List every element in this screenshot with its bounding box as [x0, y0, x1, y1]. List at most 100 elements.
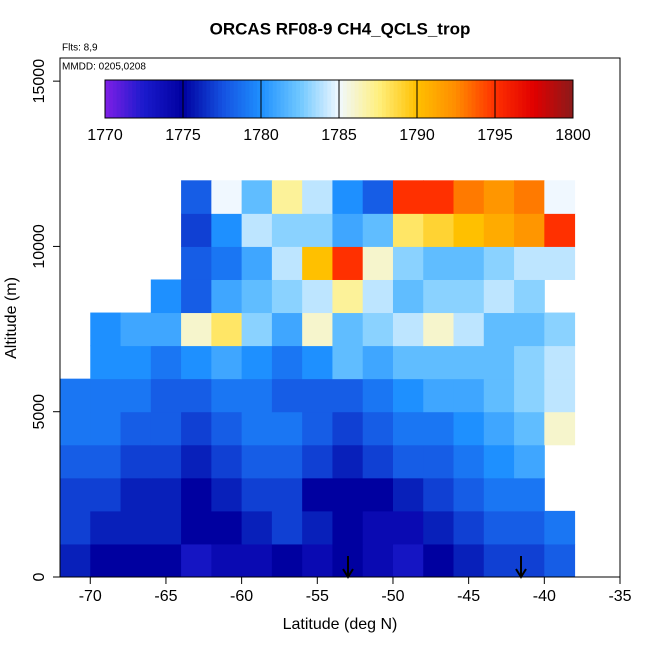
colorbar-swatch — [530, 80, 535, 118]
colorbar-swatch — [229, 80, 235, 118]
colorbar-swatch — [413, 80, 418, 118]
heatmap-cell — [453, 279, 485, 314]
colorbar-swatch — [565, 80, 570, 118]
heatmap-cell — [514, 510, 545, 545]
heatmap-cell — [241, 411, 273, 446]
colorbar-swatch — [241, 80, 246, 118]
heatmap-cell — [150, 312, 182, 347]
heatmap-cell — [544, 543, 576, 578]
heatmap-cell — [362, 444, 394, 479]
heatmap-cell — [150, 345, 182, 380]
colorbar-swatch — [303, 80, 309, 118]
heatmap-cell — [90, 411, 122, 446]
heatmap-cell — [271, 279, 303, 314]
heatmap-cell — [453, 444, 485, 479]
colorbar-swatch — [171, 80, 176, 118]
heatmap-cell — [150, 444, 182, 479]
heatmap-cell — [423, 543, 455, 578]
heatmap-cell — [514, 411, 545, 446]
heatmap-cell — [332, 213, 364, 247]
heatmap-cell — [211, 477, 243, 512]
heatmap-cell — [483, 312, 515, 347]
heatmap-cell — [302, 477, 333, 512]
colorbar-swatch — [378, 80, 383, 118]
colorbar-swatch — [541, 80, 547, 118]
heatmap-cell — [271, 246, 303, 280]
heatmap-cell — [362, 312, 394, 347]
heatmap-cell — [211, 378, 243, 413]
heatmap-cell — [302, 543, 333, 578]
heatmap-cell — [181, 543, 212, 578]
heatmap-cell — [544, 510, 576, 545]
heatmap-cell — [241, 444, 273, 479]
colorbar-tick-label: 1785 — [321, 127, 357, 144]
colorbar-swatch — [545, 80, 551, 118]
heatmap-cell — [181, 345, 212, 380]
heatmap-cell — [544, 246, 576, 280]
colorbar-swatch — [222, 80, 227, 118]
heatmap-cell — [181, 180, 212, 214]
heatmap-cell — [241, 246, 273, 280]
colorbar-swatch — [502, 80, 508, 118]
heatmap-cell — [362, 180, 394, 214]
colorbar-tick-label: 1775 — [165, 127, 201, 144]
colorbar-swatch — [362, 80, 367, 118]
colorbar-swatch — [381, 80, 387, 118]
colorbar-tick-label: 1790 — [399, 127, 435, 144]
colorbar-swatch — [510, 80, 515, 118]
heatmap-cell — [514, 378, 545, 413]
colorbar-swatch — [534, 80, 539, 118]
colorbar-swatch — [432, 80, 437, 118]
colorbar-swatch — [526, 80, 531, 118]
colorbar-swatch — [424, 80, 430, 118]
heatmap-cell — [211, 312, 243, 347]
colorbar-swatch — [514, 80, 519, 118]
heatmap-cell — [332, 312, 364, 347]
colorbar-tick-label: 1795 — [477, 127, 513, 144]
colorbar-swatch — [456, 80, 461, 118]
colorbar-swatch — [155, 80, 161, 118]
x-tick-label: -70 — [79, 588, 102, 605]
heatmap-cell — [332, 444, 364, 479]
colorbar-swatch — [315, 80, 320, 118]
heatmap-cell — [211, 510, 243, 545]
heatmap-cell — [271, 213, 303, 247]
heatmap-cell — [241, 378, 273, 413]
x-axis-label: Latitude (deg N) — [283, 616, 398, 633]
chart-title: ORCAS RF08-9 CH4_QCLS_trop — [210, 19, 471, 38]
heatmap-cell — [362, 279, 394, 314]
colorbar-swatch — [319, 80, 324, 118]
colorbar-swatch — [537, 80, 543, 118]
heatmap-cell — [302, 378, 333, 413]
heatmap-cell — [392, 543, 424, 578]
y-tick-label: 5000 — [31, 394, 48, 430]
colorbar-swatch — [253, 80, 258, 118]
colorbar-swatch — [218, 80, 223, 118]
heatmap-cell — [302, 213, 333, 247]
colorbar-swatch — [327, 80, 332, 118]
heatmap-cell — [423, 246, 455, 280]
heatmap-cell — [544, 411, 576, 446]
heatmap-cell — [302, 246, 333, 280]
annotation: MMDD: 0205,0208 — [62, 62, 146, 73]
heatmap-cell — [302, 180, 333, 214]
heatmap-cell — [514, 279, 545, 314]
colorbar-swatch — [261, 80, 266, 118]
x-tick-label: -45 — [457, 588, 480, 605]
colorbar-swatch — [518, 80, 523, 118]
colorbar-tick-label: 1780 — [243, 127, 279, 144]
colorbar-swatch — [163, 80, 168, 118]
heatmap-cell — [181, 477, 212, 512]
x-tick-label: -40 — [533, 588, 556, 605]
heatmap-cell — [483, 213, 515, 247]
heatmap-cell — [332, 510, 364, 545]
x-tick-label: -35 — [608, 588, 631, 605]
heatmap-cell — [241, 345, 273, 380]
colorbar-swatch — [323, 80, 328, 118]
heatmap-cell — [150, 279, 182, 314]
colorbar-swatch — [183, 80, 188, 118]
heatmap-cell — [483, 444, 515, 479]
colorbar-swatch — [268, 80, 274, 118]
heatmap-cell — [453, 213, 485, 247]
